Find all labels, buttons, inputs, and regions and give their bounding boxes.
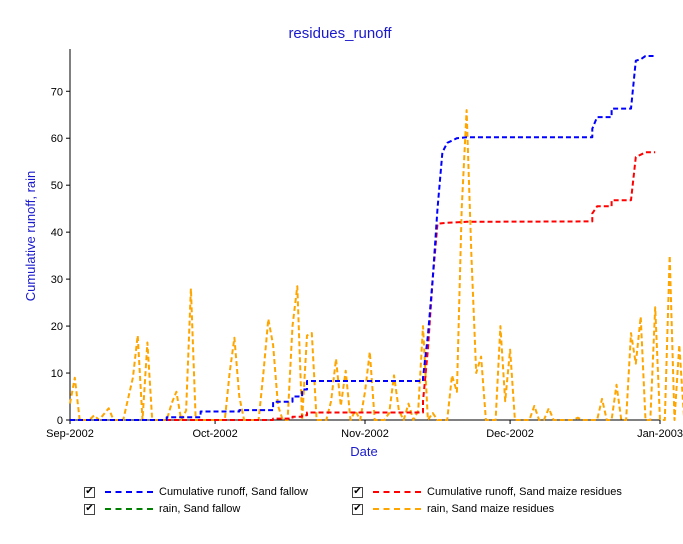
y-tick-label: 40 (51, 227, 63, 239)
legend-swatch (105, 491, 153, 493)
legend-swatch (105, 508, 153, 510)
legend-item-rain-sand-fallow[interactable]: ✔ rain, Sand fallow (84, 501, 240, 517)
y-tick-label: 20 (51, 321, 63, 333)
y-tick-label: 70 (51, 86, 63, 98)
legend-label: rain, Sand fallow (159, 503, 241, 515)
x-tick-label: Oct-2002 (192, 428, 237, 440)
legend-item-cumulative-runoff-sand-fallow[interactable]: ✔ Cumulative runoff, Sand fallow (84, 484, 308, 500)
series-group (69, 55, 683, 421)
chart: residues_runoff Sep-2002 Oct-2002 Nov-2002… (23, 25, 683, 459)
series-line-rain-sand-maize-residues (69, 109, 683, 421)
series-line-cumulative-runoff-sand-fallow (70, 55, 656, 421)
legend-swatch (373, 491, 421, 493)
legend-checkbox[interactable]: ✔ (352, 503, 363, 515)
x-tick-label: Jan-2003 (637, 428, 683, 440)
legend-item-cumulative-runoff-sand-maize-residues[interactable]: ✔ Cumulative runoff, Sand maize residues (352, 484, 622, 500)
legend-checkbox[interactable]: ✔ (84, 503, 95, 515)
plot-area: Sep-2002 Oct-2002 Nov-2002 Dec-2002 Jan-2003… (46, 49, 683, 440)
legend-checkbox[interactable]: ✔ (352, 486, 363, 498)
x-axis-title: Date (350, 444, 377, 459)
y-ticks: 0 10 20 30 40 50 60 70 (51, 86, 70, 427)
y-axis-title: Cumulative runoff, rain (23, 171, 38, 302)
x-tick-label: Nov-2002 (341, 428, 389, 440)
chart-title: residues_runoff (288, 25, 392, 42)
x-ticks: Sep-2002 Oct-2002 Nov-2002 Dec-2002 Jan-2003 (46, 420, 683, 440)
series-line-cumulative-runoff-sand-maize-residues (70, 151, 656, 421)
legend-label: Cumulative runoff, Sand maize residues (427, 486, 622, 498)
y-tick-label: 10 (51, 368, 63, 380)
y-tick-label: 30 (51, 274, 63, 286)
legend-label: Cumulative runoff, Sand fallow (159, 486, 308, 498)
x-tick-label: Dec-2002 (486, 428, 534, 440)
legend-item-rain-sand-maize-residues[interactable]: ✔ rain, Sand maize residues (352, 501, 554, 517)
legend-checkbox[interactable]: ✔ (84, 486, 95, 498)
legend-swatch (373, 508, 421, 510)
y-tick-label: 50 (51, 180, 63, 192)
y-tick-label: 60 (51, 133, 63, 145)
y-tick-label: 0 (57, 415, 63, 427)
x-tick-label: Sep-2002 (46, 428, 94, 440)
legend-label: rain, Sand maize residues (427, 503, 555, 515)
legend: ✔ Cumulative runoff, Sand fallow ✔ Cumul… (0, 482, 683, 522)
